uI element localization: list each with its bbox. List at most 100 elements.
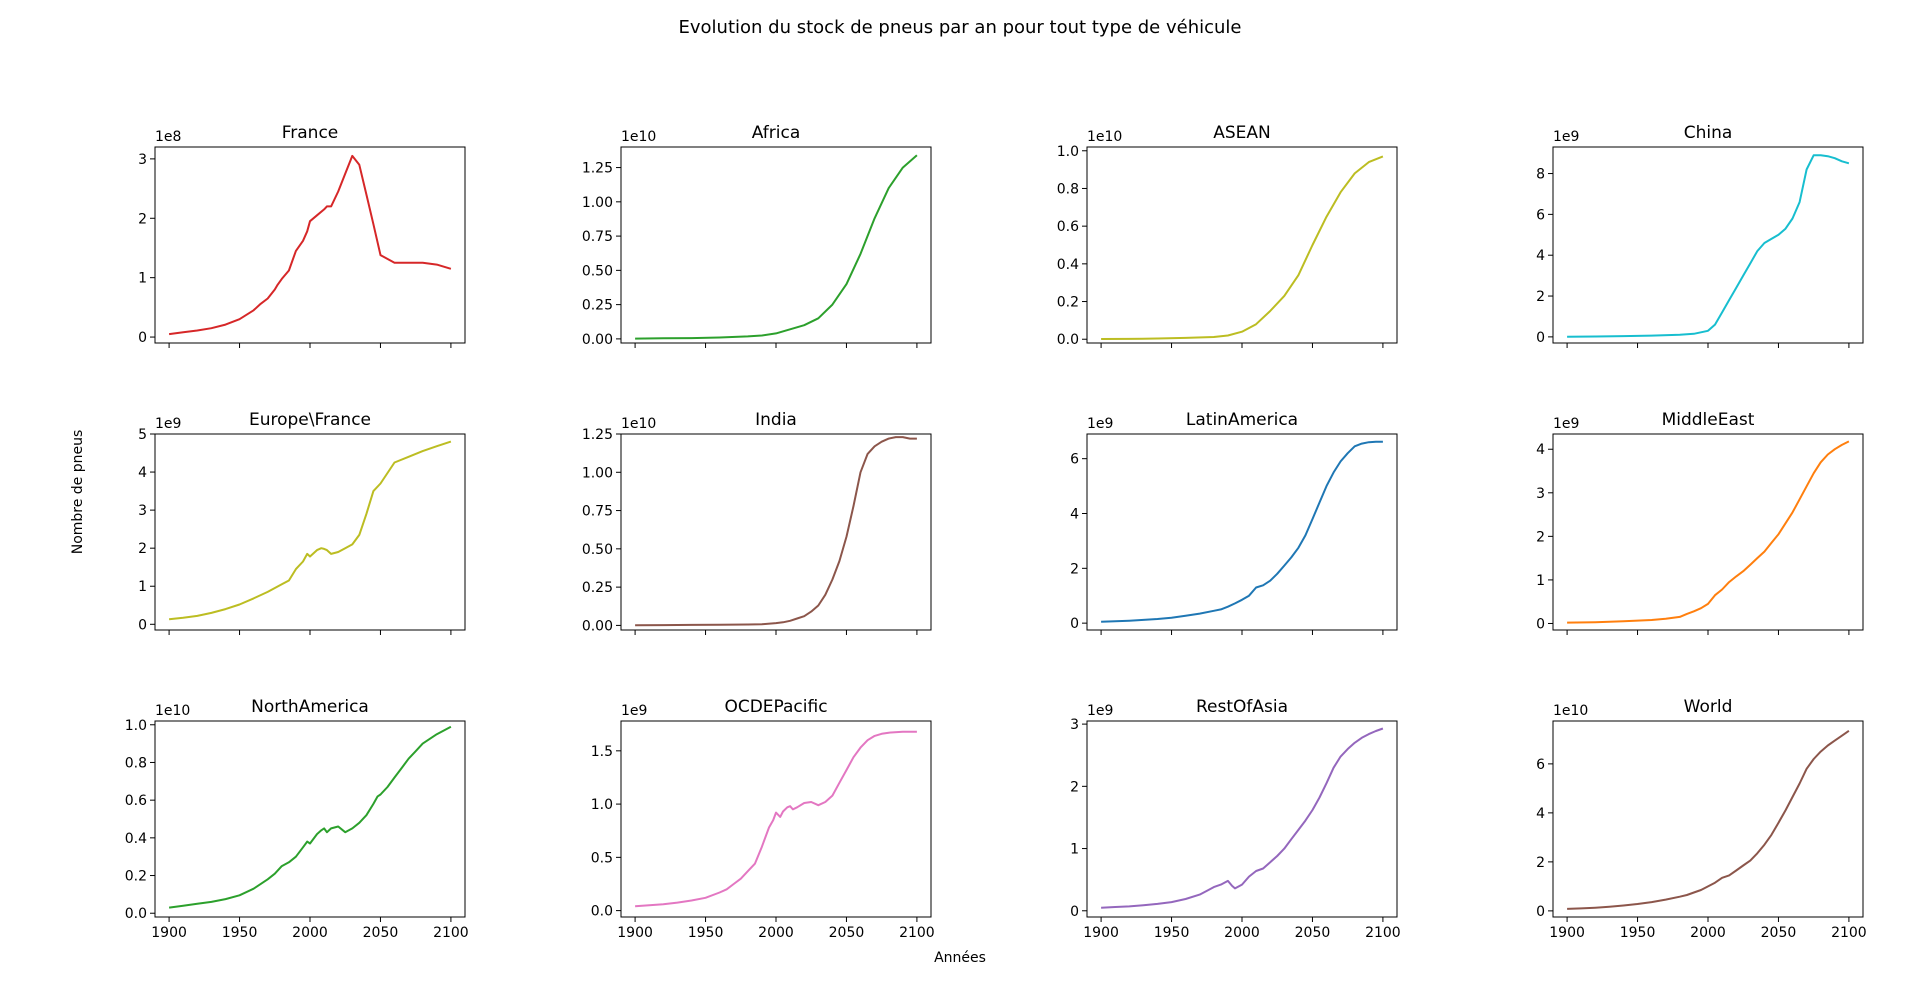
x-tick-label: 2100	[433, 925, 469, 941]
y-tick-label: 0.0	[1057, 332, 1079, 348]
y-tick-label: 0	[1536, 904, 1545, 920]
y-tick-label: 0.4	[125, 831, 147, 847]
y-tick-label: 0.50	[582, 263, 613, 279]
scale-label: 1e9	[1553, 416, 1579, 432]
x-tick-label: 2000	[1224, 925, 1260, 941]
x-tick-label: 1900	[1549, 925, 1585, 941]
subplot-title: LatinAmerica	[1186, 410, 1298, 430]
y-tick-label: 0.8	[125, 755, 147, 771]
axes-frame	[1086, 720, 1398, 918]
y-tick-label: 4	[1070, 506, 1079, 522]
subplot: World 1e10 0 2 4 6 1900 1950 2000 2050 2100	[1536, 697, 1867, 941]
y-tick-label: 0.75	[582, 229, 613, 245]
subplot: India 1e10 0.00 0.25 0.50 0.75 1.00 1.25	[582, 410, 932, 635]
subplot-title: ASEAN	[1213, 123, 1271, 143]
scale-label: 1e10	[1553, 703, 1588, 719]
y-tick-label: 3	[138, 152, 147, 168]
subplot-title: France	[282, 123, 339, 143]
scale-label: 1e9	[155, 416, 181, 432]
y-tick-label: 8	[1536, 167, 1545, 183]
x-tick-label: 2050	[363, 925, 399, 941]
axes-frame	[1086, 146, 1398, 344]
axes-frame	[1552, 146, 1864, 344]
y-tick-label: 0.2	[1057, 295, 1079, 311]
scale-label: 1e8	[155, 129, 181, 145]
series-line	[635, 730, 917, 908]
y-tick-label: 1.00	[582, 195, 613, 211]
x-tick-label: 1950	[1620, 925, 1656, 941]
y-tick-label: 0.6	[125, 793, 147, 809]
subplot: OCDEPacific 1e9 0.0 0.5 1.0 1.5 1900 1950 2000 20…	[591, 697, 935, 941]
y-tick-label: 1.25	[582, 161, 613, 177]
y-tick-label: 1.25	[582, 427, 613, 443]
figure-xlabel: Années	[934, 950, 986, 966]
x-tick-label: 2100	[1831, 925, 1867, 941]
x-tick-label: 1950	[222, 925, 258, 941]
subplot-title: NorthAmerica	[251, 697, 369, 717]
y-tick-label: 0.75	[582, 504, 613, 520]
y-tick-label: 0.2	[125, 869, 147, 885]
x-tick-label: 1900	[1083, 925, 1119, 941]
series-line	[168, 154, 452, 336]
y-tick-label: 0	[1070, 616, 1079, 632]
y-tick-label: 4	[138, 465, 147, 481]
series-line	[1567, 440, 1850, 624]
axes-frame	[620, 146, 932, 344]
y-tick-label: 0.6	[1057, 219, 1079, 235]
subplot: Europe\France 1e9 0 1 2 3 4 5	[138, 410, 466, 635]
series-line	[1101, 727, 1384, 909]
series-line	[168, 725, 452, 909]
x-tick-label: 1900	[617, 925, 653, 941]
y-tick-label: 2	[1070, 561, 1079, 577]
x-tick-label: 2100	[899, 925, 935, 941]
y-tick-label: 0	[1536, 330, 1545, 346]
subplot: ASEAN 1e10 0.0 0.2 0.4 0.6 0.8 1.0	[1057, 123, 1398, 348]
series-line	[1567, 154, 1850, 338]
axes-frame	[154, 720, 466, 918]
y-tick-label: 1	[1536, 573, 1545, 589]
series-line	[168, 440, 452, 621]
subplot-title: World	[1684, 697, 1733, 717]
x-tick-label: 2000	[292, 925, 328, 941]
y-tick-label: 0	[138, 330, 147, 346]
x-tick-label: 1950	[1154, 925, 1190, 941]
y-tick-label: 0.25	[582, 580, 613, 596]
y-tick-label: 1	[138, 579, 147, 595]
y-tick-label: 0	[1070, 904, 1079, 920]
series-line	[1101, 155, 1384, 340]
subplot: LatinAmerica 1e9 0 2 4 6	[1070, 410, 1398, 635]
subplot-title: MiddleEast	[1662, 410, 1755, 430]
y-tick-label: 0.5	[591, 850, 613, 866]
series-line	[635, 436, 917, 627]
axes-frame	[620, 720, 932, 918]
y-tick-label: 3	[138, 503, 147, 519]
x-tick-label: 1900	[151, 925, 187, 941]
axes-frame	[620, 433, 932, 631]
scale-label: 1e9	[1087, 703, 1113, 719]
y-tick-label: 2	[138, 541, 147, 557]
subplot-title: RestOfAsia	[1196, 697, 1288, 717]
y-tick-label: 6	[1536, 757, 1545, 773]
y-tick-label: 0.4	[1057, 257, 1079, 273]
y-tick-label: 4	[1536, 806, 1545, 822]
scale-label: 1e9	[1087, 416, 1113, 432]
figure-title: Evolution du stock de pneus par an pour …	[679, 17, 1242, 38]
figure-ylabel: Nombre de pneus	[70, 430, 86, 555]
y-tick-label: 2	[138, 211, 147, 227]
y-tick-label: 4	[1536, 248, 1545, 264]
scale-label: 1e10	[621, 129, 656, 145]
y-tick-label: 0	[1536, 616, 1545, 632]
y-tick-label: 0.0	[591, 904, 613, 920]
axes-frame	[1552, 720, 1864, 918]
subplot: NorthAmerica 1e10 0.0 0.2 0.4 0.6 0.8 1.0 1900 19…	[125, 697, 469, 941]
y-tick-label: 1.0	[125, 718, 147, 734]
scale-label: 1e10	[621, 416, 656, 432]
subplot: MiddleEast 1e9 0 1 2 3 4	[1536, 410, 1864, 635]
y-tick-label: 1.0	[591, 797, 613, 813]
y-tick-label: 0.25	[582, 298, 613, 314]
y-tick-label: 3	[1070, 717, 1079, 733]
y-tick-label: 0.8	[1057, 181, 1079, 197]
x-tick-label: 2050	[1295, 925, 1331, 941]
subplot-title: Europe\France	[249, 410, 371, 430]
